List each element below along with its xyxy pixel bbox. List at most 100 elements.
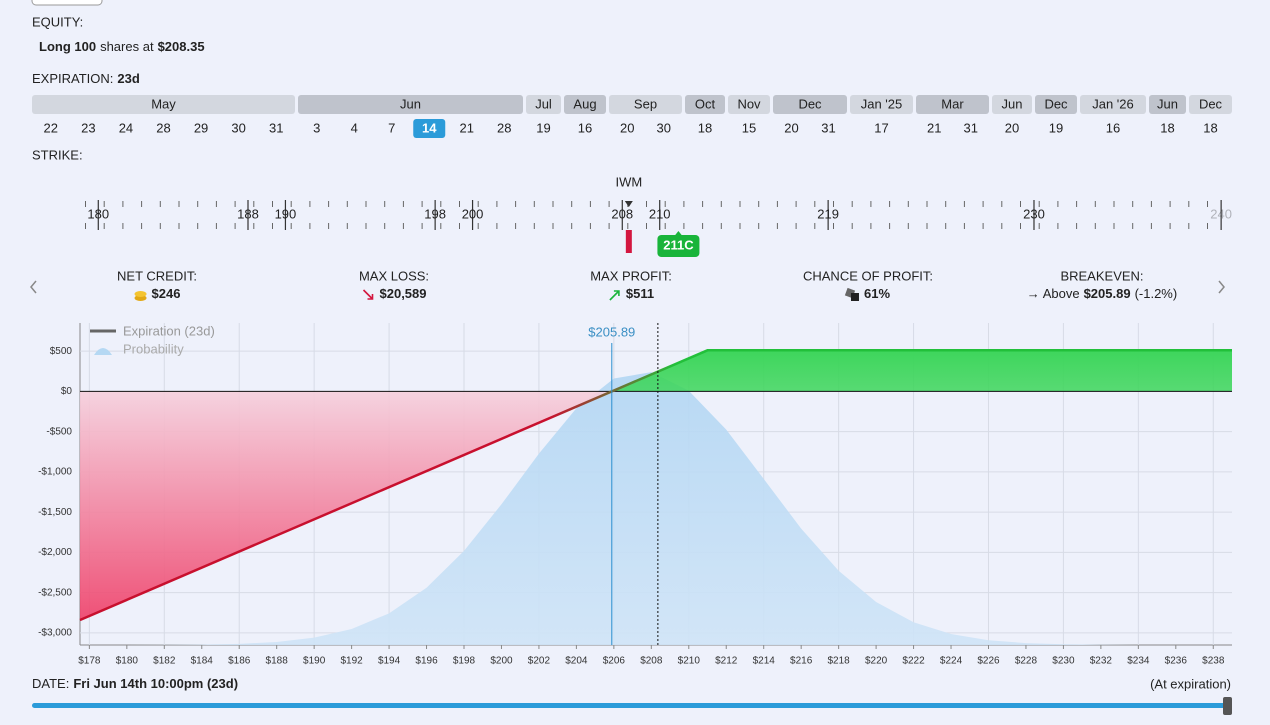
x-tick-label: $230 [1052,656,1075,667]
month-tab[interactable] [1080,95,1146,114]
day-label[interactable]: 22 [44,120,58,135]
x-tick-label: $234 [1127,656,1150,667]
day-label[interactable]: 16 [1106,120,1120,135]
x-tick-label: $202 [528,656,551,667]
stat-label: BREAKEVEN: [1060,268,1143,283]
ticker-label: IWM [615,174,642,189]
day-label[interactable]: 21 [460,120,474,135]
day-label[interactable]: 18 [1160,120,1174,135]
month-label: Jun [400,96,421,111]
month-tab[interactable] [1149,95,1186,114]
day-label[interactable]: 30 [231,120,245,135]
day-label[interactable]: 14 [422,120,437,135]
month-tab[interactable] [1189,95,1232,114]
month-label: Jul [535,96,552,111]
month-label: Nov [737,96,761,111]
x-tick-label: $180 [116,656,139,667]
day-label[interactable]: 15 [742,120,756,135]
x-tick-label: $210 [678,656,701,667]
day-label[interactable]: 19 [1049,120,1063,135]
legend-label: Expiration (23d) [123,323,215,338]
x-tick-label: $228 [1015,656,1038,667]
month-tab[interactable] [916,95,989,114]
day-label[interactable]: 20 [1005,120,1019,135]
x-tick-label: $238 [1202,656,1225,667]
x-tick-label: $222 [902,656,925,667]
x-tick-label: $182 [153,656,176,667]
month-tab[interactable] [850,95,913,114]
top-button[interactable] [31,0,103,6]
probability-area [89,372,1214,645]
month-tab[interactable] [992,95,1032,114]
spot-bar [625,230,632,253]
label: DATE: [32,676,69,691]
day-label[interactable]: 21 [927,120,941,135]
next-arrow[interactable] [1218,280,1225,294]
loss-area [80,391,1232,620]
legend-label: Probability [123,341,184,356]
day-label[interactable]: 31 [964,120,978,135]
x-tick-label: $216 [790,656,813,667]
x-tick-label: $220 [865,656,888,667]
selected-strike-badge[interactable] [657,235,700,257]
month-label: Jun [1002,96,1023,111]
month-tab[interactable] [32,95,295,114]
equity-label: EQUITY: [32,14,83,29]
stat-label: MAX PROFIT: [590,268,672,283]
day-label[interactable]: 17 [874,120,888,135]
month-tab[interactable] [564,95,606,114]
month-tab[interactable] [1035,95,1077,114]
stat-value: 61% [864,286,890,301]
strike-label: 219 [817,206,839,221]
month-tab[interactable] [685,95,725,114]
slider-handle[interactable] [1223,697,1232,715]
x-tick-label: $178 [78,656,101,667]
breakeven-label: $205.89 [588,324,635,339]
stat-suffix: (-1.2%) [1135,286,1178,301]
day-label[interactable]: 23 [81,120,95,135]
day-label[interactable]: 20 [620,120,634,135]
month-label: Jan '25 [861,96,903,111]
day-label[interactable]: 3 [313,120,320,135]
month-label: Oct [695,96,716,111]
prev-arrow[interactable] [30,280,37,294]
month-label: May [151,96,176,111]
y-tick-label: -$3,000 [38,628,72,639]
x-tick-label: $212 [715,656,738,667]
y-tick-label: -$500 [46,426,72,437]
month-tab[interactable] [609,95,682,114]
day-label[interactable]: 7 [388,120,395,135]
day-label[interactable]: 16 [578,120,592,135]
month-tab[interactable] [728,95,770,114]
stat-label: MAX LOSS: [359,268,429,283]
day-label[interactable]: 31 [821,120,835,135]
day-label[interactable]: 4 [351,120,358,135]
day-label[interactable]: 19 [536,120,550,135]
date-slider[interactable] [32,703,1228,708]
day-label[interactable]: 30 [657,120,671,135]
day-label[interactable]: 31 [269,120,283,135]
x-tick-label: $206 [603,656,626,667]
day-label[interactable]: 24 [119,120,133,135]
day-label[interactable]: 28 [497,120,511,135]
day-label[interactable]: 28 [156,120,170,135]
month-label: Sep [634,96,657,111]
strike-label: 198 [424,206,446,221]
day-label[interactable]: 18 [1203,120,1217,135]
stat-prefix: → Above [1027,286,1080,301]
value: 23d [117,71,139,86]
x-tick-label: $200 [490,656,513,667]
day-label[interactable]: 18 [698,120,712,135]
day-label[interactable]: 20 [784,120,798,135]
month-tab[interactable] [526,95,561,114]
month-tab[interactable] [773,95,847,114]
month-label: Mar [941,96,964,111]
day-label[interactable]: 29 [194,120,208,135]
strike-label: 190 [275,206,297,221]
month-tab[interactable] [298,95,523,114]
legend-swatch [94,348,112,355]
day-selected [413,119,446,138]
stat-value: $246 [152,286,181,301]
profit-area [80,350,1232,392]
